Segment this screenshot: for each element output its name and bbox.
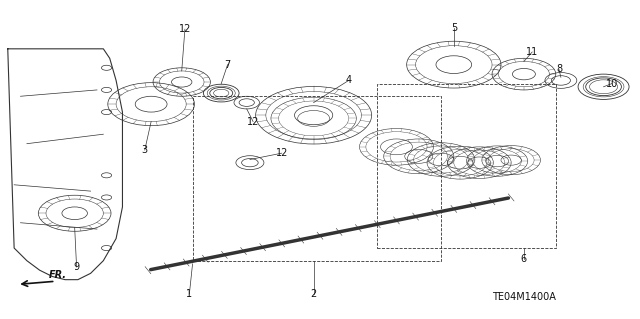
- Text: 10: 10: [605, 78, 618, 89]
- Text: 8: 8: [556, 64, 562, 74]
- Text: 2: 2: [310, 289, 317, 299]
- Text: 5: 5: [451, 23, 457, 33]
- Text: 6: 6: [521, 254, 527, 264]
- Text: 4: 4: [346, 76, 352, 85]
- Text: 12: 12: [276, 148, 288, 158]
- Bar: [378, 84, 556, 248]
- Text: 11: 11: [526, 47, 538, 57]
- Text: TE04M1400A: TE04M1400A: [492, 292, 556, 302]
- Text: 12: 12: [247, 116, 259, 127]
- Text: 12: 12: [179, 24, 191, 34]
- Text: 9: 9: [74, 262, 79, 272]
- Bar: [193, 96, 441, 261]
- Text: 1: 1: [186, 289, 193, 299]
- Text: FR.: FR.: [49, 270, 67, 280]
- Text: 7: 7: [225, 60, 231, 70]
- Text: 3: 3: [141, 145, 148, 155]
